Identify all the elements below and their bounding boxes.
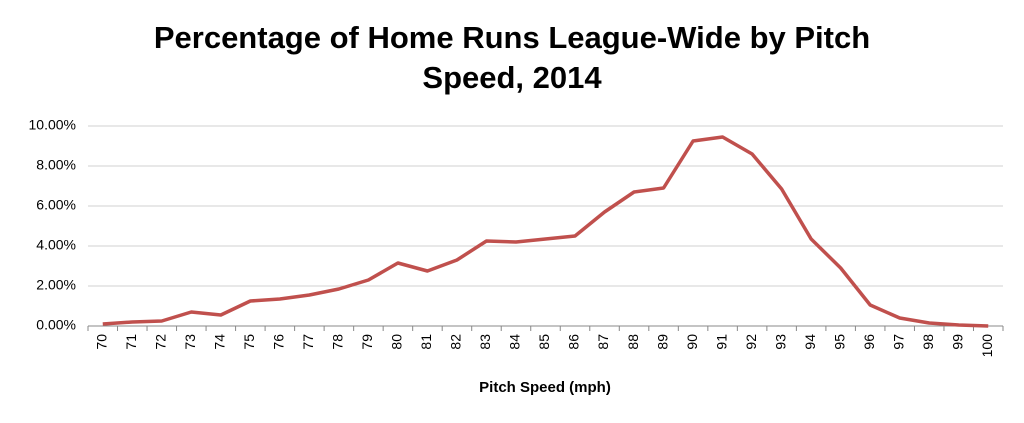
x-tick-label: 80 [389,334,405,350]
x-tick-label: 95 [831,334,847,350]
x-tick-label: 97 [890,334,906,350]
x-tick-label: 87 [595,334,611,350]
x-tick-label: 93 [772,334,788,350]
x-tick-label: 82 [448,334,464,350]
x-tick-label: 99 [949,334,965,350]
chart-title: Percentage of Home Runs League-Wide by P… [153,20,871,95]
y-tick-label: 8.00% [36,157,76,173]
x-tick-label: 88 [625,334,641,350]
y-tick-label: 0.00% [36,317,76,333]
x-tick-label: 70 [93,334,109,350]
y-tick-label: 2.00% [36,277,76,293]
x-tick-label: 71 [123,334,139,350]
x-tick-label: 84 [507,334,523,350]
x-tick-label: 96 [861,334,877,350]
data-line [102,135,989,328]
x-tick-label: 83 [477,334,493,350]
x-tick-label: 85 [536,334,552,350]
x-tick-label: 72 [152,334,168,350]
x-tick-label: 90 [684,334,700,350]
x-tick-label: 73 [182,334,198,350]
x-tick-label: 94 [802,334,818,350]
x-tick-label: 77 [300,334,316,350]
x-tick-label: 98 [920,334,936,350]
x-tick-label: 78 [330,334,346,350]
x-tick-label: 76 [271,334,287,350]
y-tick-label: 6.00% [36,197,76,213]
y-tick-label: 10.00% [29,117,76,133]
x-tick-label: 89 [654,334,670,350]
x-tick-label: 91 [713,334,729,350]
x-tick-label: 92 [743,334,759,350]
x-axis-label: Pitch Speed (mph) [479,379,611,396]
x-tick-label: 100 [979,334,995,358]
x-tick-label: 74 [212,334,228,350]
x-tick-label: 86 [566,334,582,350]
x-tick-label: 75 [241,334,257,350]
x-tick-label: 81 [418,334,434,350]
x-tick-label: 79 [359,334,375,350]
y-tick-label: 4.00% [36,237,76,253]
